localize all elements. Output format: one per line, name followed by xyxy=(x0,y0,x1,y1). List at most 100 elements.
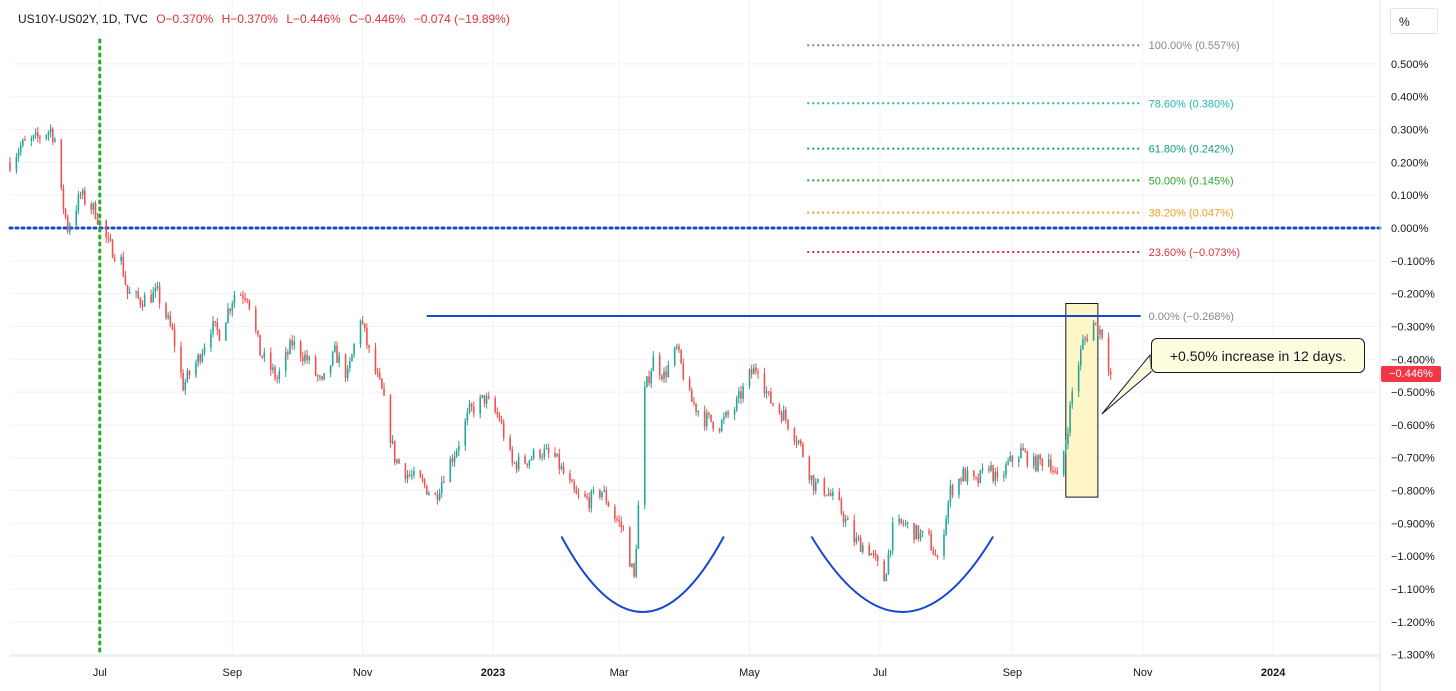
candle-body xyxy=(60,139,63,189)
candle-body xyxy=(919,532,922,539)
candle-body xyxy=(34,132,37,136)
candle-body xyxy=(331,351,334,366)
candle-body xyxy=(36,132,39,137)
candle-body xyxy=(509,437,511,450)
candle-body xyxy=(1020,447,1022,459)
candle-body xyxy=(616,518,618,521)
candle-body xyxy=(1026,451,1029,466)
candle-body xyxy=(90,203,93,210)
candle-body xyxy=(1069,404,1071,433)
highlight-box xyxy=(1065,302,1099,498)
rounding-bottom-arc xyxy=(810,535,995,613)
candle-body xyxy=(787,419,789,429)
candle-body xyxy=(975,476,977,478)
candle-body xyxy=(695,403,697,412)
candle-body xyxy=(376,372,379,374)
y-tick-label: 0.200% xyxy=(1391,157,1429,169)
candle-body xyxy=(945,518,947,535)
fib-level-label: 100.00% (0.557%) xyxy=(1149,40,1240,52)
candle-body xyxy=(404,463,407,479)
candle-body xyxy=(494,398,496,412)
candle-body xyxy=(203,347,206,354)
candle-body xyxy=(154,288,157,293)
candle-body xyxy=(1024,450,1027,452)
candle-body xyxy=(1039,454,1041,460)
candle-body xyxy=(269,352,272,371)
candle-body xyxy=(676,346,678,348)
candle-body xyxy=(107,237,110,239)
candle-body xyxy=(120,256,122,261)
candle-body xyxy=(229,308,231,311)
candle-body xyxy=(248,299,251,309)
candle-body xyxy=(470,404,473,407)
candle-body xyxy=(530,458,533,461)
candle-body xyxy=(887,553,890,574)
candle-body xyxy=(646,376,648,387)
candle-body xyxy=(201,353,204,362)
candle-body xyxy=(443,481,445,483)
candle-body xyxy=(139,298,142,305)
candle-body xyxy=(481,395,484,398)
candle-body xyxy=(661,375,663,380)
unit-toggle-button[interactable]: % xyxy=(1390,8,1438,34)
candle-body xyxy=(889,550,892,554)
candle-body xyxy=(569,473,571,481)
candle-body xyxy=(797,440,800,443)
candle-body xyxy=(216,322,219,330)
candle-body xyxy=(738,391,740,399)
candle-body xyxy=(314,356,317,376)
candle-body xyxy=(532,449,535,459)
candle-body xyxy=(438,493,441,500)
candle-body xyxy=(135,291,137,293)
candle-body xyxy=(977,477,979,483)
candle-body xyxy=(885,573,888,582)
candle-body xyxy=(321,376,323,380)
candle-body xyxy=(466,412,469,421)
candle-body xyxy=(346,368,349,378)
candle-body xyxy=(398,459,400,464)
candle-body xyxy=(513,462,516,464)
candle-body xyxy=(423,480,426,486)
y-tick-label: −0.400% xyxy=(1391,354,1435,366)
candle-body xyxy=(723,416,725,421)
candle-body xyxy=(39,136,41,139)
candle-body xyxy=(635,548,638,577)
candle-body xyxy=(263,352,266,358)
candle-body xyxy=(605,490,608,503)
candle-body xyxy=(690,390,693,402)
candle-body xyxy=(949,485,952,503)
candle-body xyxy=(840,499,843,514)
y-tick-label: −0.300% xyxy=(1391,321,1435,333)
candle-body xyxy=(299,341,302,358)
candle-body xyxy=(1005,464,1007,475)
candle-body xyxy=(543,448,546,458)
candle-body xyxy=(408,474,411,476)
candle-body xyxy=(406,474,409,479)
candle-body xyxy=(259,334,261,356)
candle-body xyxy=(381,378,383,389)
candle-body xyxy=(693,401,695,404)
candle-body xyxy=(943,534,945,557)
candle-body xyxy=(479,397,482,414)
candle-body xyxy=(547,447,550,453)
candle-body xyxy=(1011,455,1014,463)
candle-body xyxy=(643,386,646,505)
candle-body xyxy=(697,410,700,412)
candle-body xyxy=(868,545,870,556)
candle-body xyxy=(1050,459,1052,472)
candle-body xyxy=(778,404,781,413)
candle-body xyxy=(988,468,990,471)
y-tick-label: 0.000% xyxy=(1391,223,1429,235)
candle-body xyxy=(156,286,159,289)
candle-body xyxy=(472,406,475,414)
candle-body xyxy=(1067,432,1069,444)
candle-body xyxy=(1007,460,1009,465)
candle-body xyxy=(966,470,969,482)
candle-body xyxy=(210,333,212,348)
candle-body xyxy=(276,378,278,380)
candle-body xyxy=(855,537,858,543)
candle-body xyxy=(633,563,635,577)
candle-body xyxy=(573,482,576,490)
candle-body xyxy=(1065,443,1067,451)
candle-body xyxy=(105,220,107,238)
